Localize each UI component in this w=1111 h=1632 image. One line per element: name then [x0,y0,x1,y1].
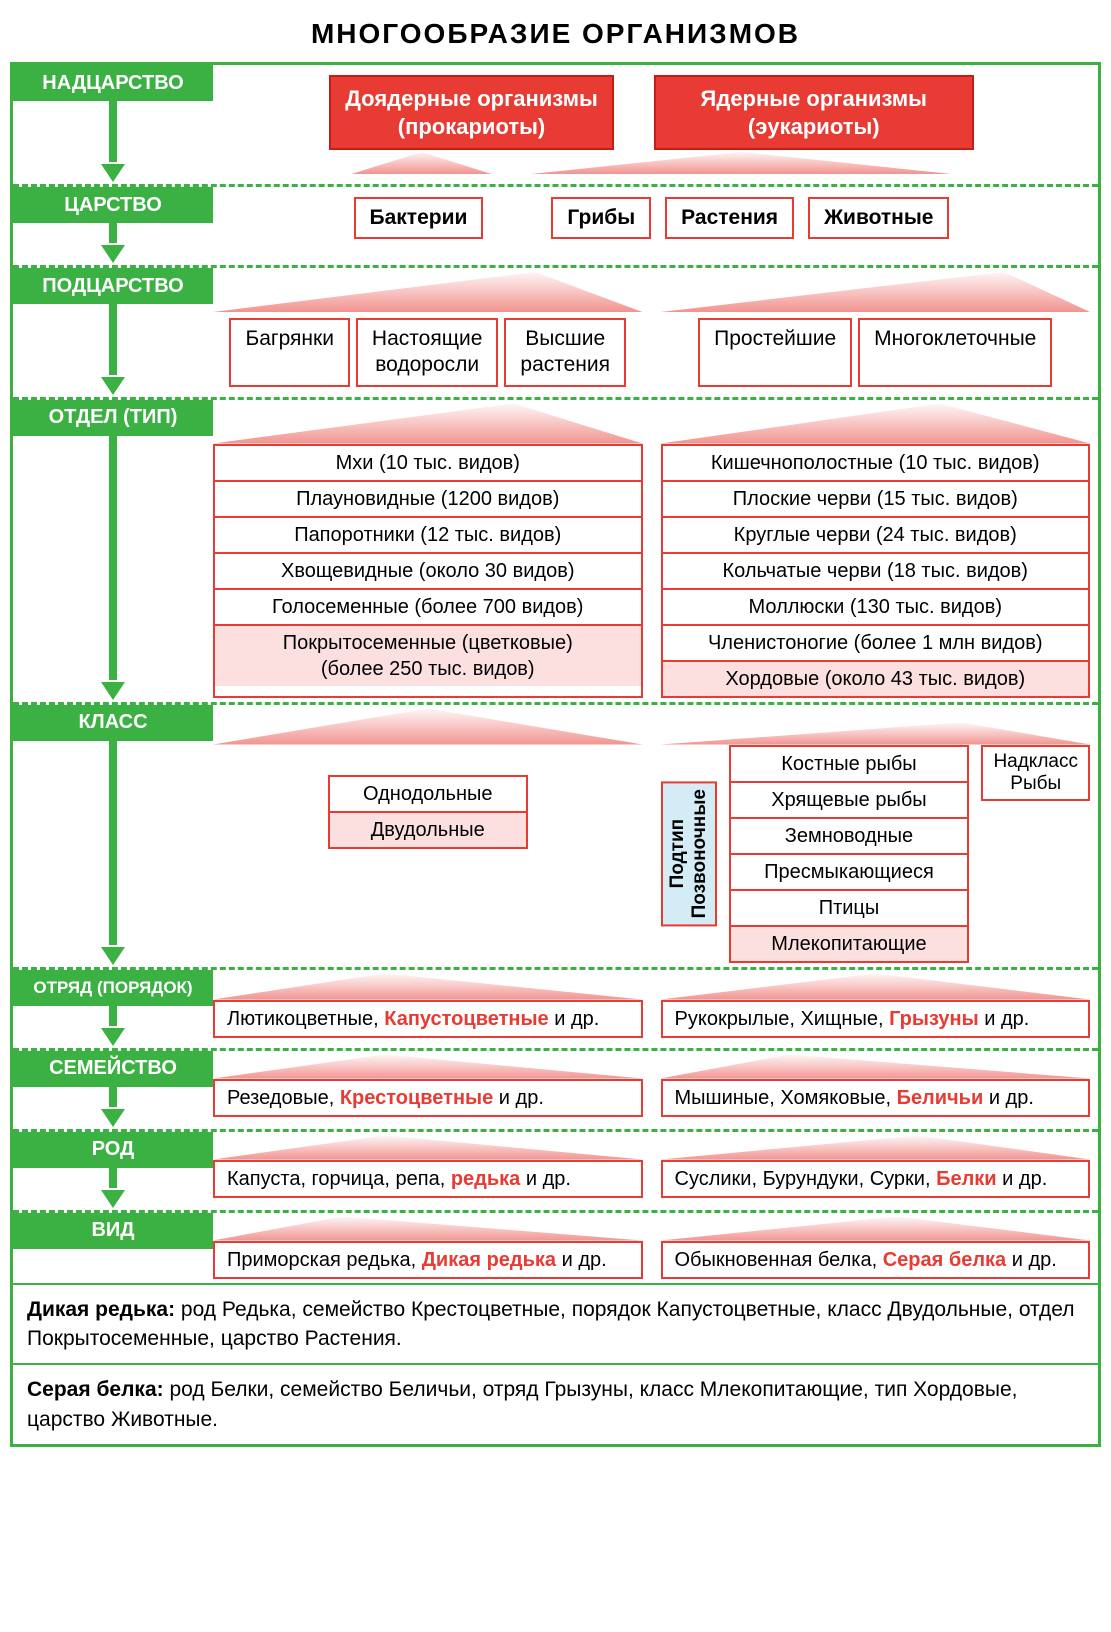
subkingdom-animal-0: Простейшие [698,318,852,387]
list-item-highlight: Покрытосеменные (цветковые) (более 250 т… [215,626,641,686]
species-animals: Обыкновенная белка, Серая белка и др. [661,1241,1091,1279]
order-plants: Лютикоцветные, Капустоцветные и др. [213,1000,643,1038]
list-item: Хвощевидные (около 30 видов) [215,554,641,590]
level-species: ВИД [13,1213,213,1249]
page-title: МНОГООБРАЗИЕ ОРГАНИЗМОВ [10,10,1101,62]
list-item: Кишечнополостные (10 тыс. видов) [663,446,1089,482]
kingdom-plants: Растения [665,197,794,239]
list-item-highlight: Хордовые (около 43 тыс. видов) [663,662,1089,696]
list-item: Папоротники (12 тыс. видов) [215,518,641,554]
class-animal-0: Костные рыбы [731,747,968,783]
class-animal-5: Млекопитающие [731,927,968,961]
list-item: Членистоногие (более 1 млн видов) [663,626,1089,662]
genus-animals: Суслики, Бурундуки, Сурки, Белки и др. [661,1160,1091,1198]
footer-example-1: Дикая редька: род Редька, семейство Крес… [13,1283,1098,1364]
level-division: ОТДЕЛ (ТИП) [13,400,213,436]
level-family: СЕМЕЙСТВО [13,1051,213,1087]
level-order: ОТРЯД (ПОРЯДОК) [13,970,213,1006]
family-animals: Мышиные, Хомяковые, Беличьи и др. [661,1079,1091,1117]
list-item: Мхи (10 тыс. видов) [215,446,641,482]
genus-plants: Капуста, горчица, репа, редька и др. [213,1160,643,1198]
list-item: Круглые черви (24 тыс. видов) [663,518,1089,554]
list-item: Кольчатые черви (18 тыс. видов) [663,554,1089,590]
list-item: Плауновидные (1200 видов) [215,482,641,518]
class-animal-1: Хрящевые рыбы [731,783,968,819]
class-plant-0: Однодольные [330,777,526,813]
subkingdom-plant-0: Багрянки [229,318,349,387]
diagram-container: НАДЦАРСТВО Доядерные организмы (прокарио… [10,62,1101,1447]
superclass-fish: Надкласс Рыбы [981,745,1090,801]
subkingdom-plant-1: Настоящие водоросли [356,318,498,387]
footer-example-2: Серая белка: род Белки, семейство Беличь… [13,1363,1098,1444]
order-animals: Рукокрылые, Хищные, Грызуны и др. [661,1000,1091,1038]
kingdom-bacteria: Бактерии [354,197,484,239]
level-superkingdom: НАДЦАРСТВО [13,65,213,101]
list-item: Голосеменные (более 700 видов) [215,590,641,626]
division-animals-list: Кишечнополостные (10 тыс. видов) Плоские… [661,444,1091,698]
division-plants-list: Мхи (10 тыс. видов) Плауновидные (1200 в… [213,444,643,698]
subkingdom-animal-1: Многоклеточные [858,318,1052,387]
list-item: Плоские черви (15 тыс. видов) [663,482,1089,518]
kingdom-fungi: Грибы [551,197,651,239]
family-plants: Резедовые, Крестоцветные и др. [213,1079,643,1117]
class-plant-1: Двудольные [330,813,526,847]
species-plants: Приморская редька, Дикая редька и др. [213,1241,643,1279]
class-animal-4: Птицы [731,891,968,927]
subkingdom-plant-2: Высшие растения [504,318,626,387]
level-kingdom: ЦАРСТВО [13,187,213,223]
subtype-vertebrates: Подтип Позвоночные [661,781,717,926]
level-genus: РОД [13,1132,213,1168]
superkingdom-prokaryotes: Доядерные организмы (прокариоты) [329,75,614,150]
level-class: КЛАСС [13,705,213,741]
class-animal-2: Земноводные [731,819,968,855]
superkingdom-eukaryotes: Ядерные организмы (эукариоты) [654,75,974,150]
level-subkingdom: ПОДЦАРСТВО [13,268,213,304]
list-item: Моллюски (130 тыс. видов) [663,590,1089,626]
kingdom-animals: Животные [808,197,949,239]
class-animal-3: Пресмыкающиеся [731,855,968,891]
